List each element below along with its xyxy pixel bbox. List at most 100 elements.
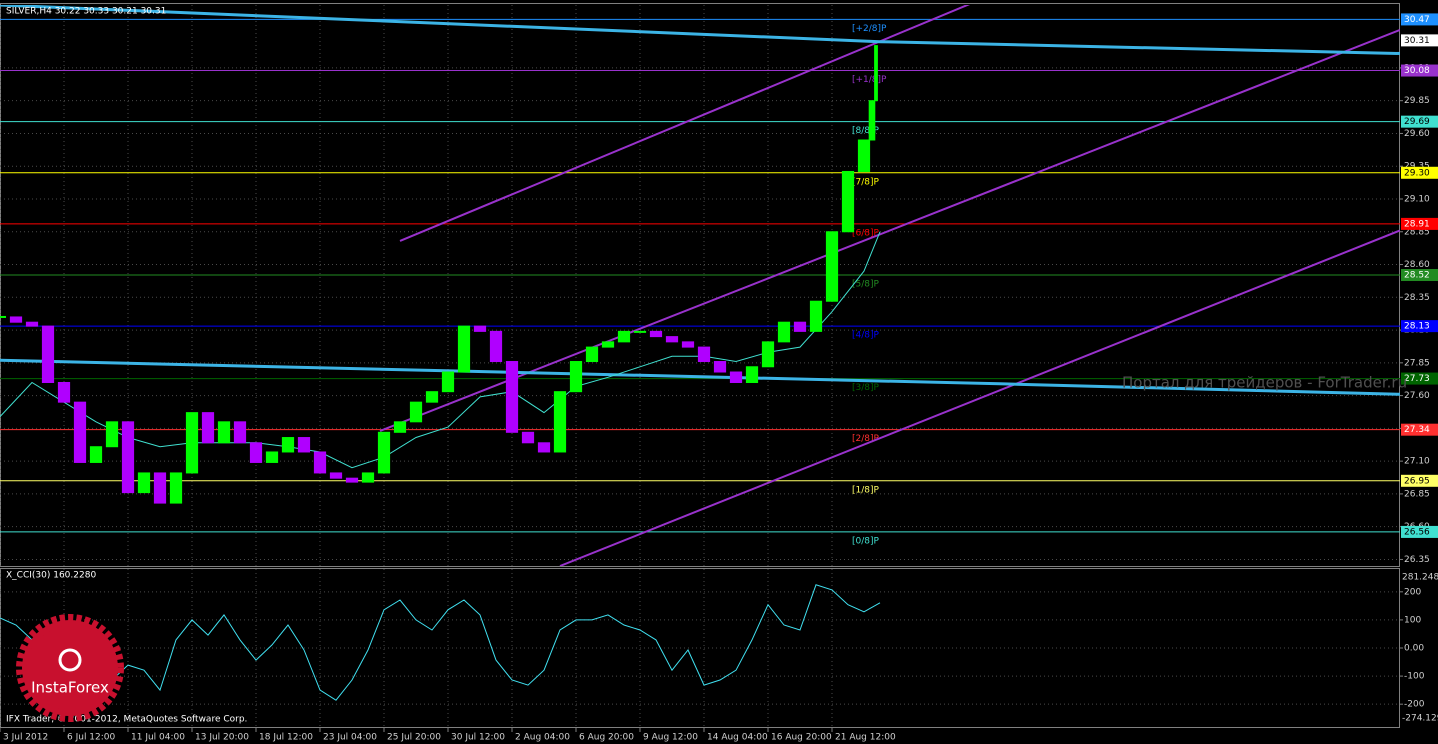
candle	[874, 45, 878, 102]
candle	[617, 330, 631, 343]
candle	[505, 361, 519, 433]
candle	[393, 421, 407, 433]
candle	[377, 431, 391, 474]
murrey-value: 26.56	[1404, 527, 1430, 537]
candle	[553, 391, 567, 453]
murrey-value: 30.47	[1404, 15, 1430, 25]
murrey-label: [+2/8]P	[852, 24, 887, 34]
last-price-box	[1401, 34, 1438, 47]
ylim-max: 281.248	[1402, 573, 1438, 583]
candle	[761, 341, 775, 368]
candle	[457, 325, 471, 373]
candle	[409, 401, 423, 423]
labels: 30.1029.8529.6029.3529.1028.8528.6028.35…	[0, 7, 1438, 743]
candle	[809, 300, 823, 332]
y-tick-label: 27.60	[1404, 391, 1430, 401]
y-tick-label: 100	[1404, 615, 1421, 625]
candle	[665, 336, 679, 343]
candle	[297, 437, 311, 453]
x-tick-label: 25 Jul 20:00	[387, 733, 441, 743]
candle	[361, 472, 375, 483]
candle	[649, 330, 663, 338]
x-tick-label: 6 Jul 12:00	[67, 733, 116, 743]
candle	[681, 341, 695, 348]
y-tick-label: -200	[1404, 700, 1425, 710]
murrey-label: [6/8]P	[852, 228, 880, 238]
candle	[249, 442, 263, 463]
murrey-value: 29.69	[1404, 117, 1430, 127]
x-tick-label: 3 Jul 2012	[3, 733, 48, 743]
x-tick-label: 14 Aug 04:00	[707, 733, 768, 743]
y-tick-label: 26.85	[1404, 489, 1430, 499]
channel-line	[559, 229, 1400, 566]
candle	[585, 346, 599, 363]
murrey-value: 27.34	[1404, 425, 1430, 435]
price-box	[1401, 166, 1438, 179]
y-tick-label: -100	[1404, 672, 1425, 682]
x-tick-label: 23 Jul 04:00	[323, 733, 377, 743]
cci-panel	[0, 584, 881, 701]
murrey-label: [7/8]P	[852, 177, 880, 187]
murrey-label: [+1/8]P	[852, 75, 887, 85]
candle	[345, 477, 359, 483]
candle	[729, 371, 743, 383]
logo: InstaForex	[16, 614, 124, 722]
x-tick-label: 9 Aug 12:00	[643, 733, 698, 743]
logo-icon	[58, 648, 82, 672]
price-box	[1401, 372, 1438, 385]
candle	[793, 321, 807, 332]
murrey-label: [3/8]P	[852, 383, 880, 393]
candle	[265, 451, 279, 463]
murrey-value: 29.30	[1404, 168, 1430, 178]
murrey-label: [5/8]P	[852, 280, 880, 290]
channel-line	[399, 5, 970, 242]
candle	[281, 437, 295, 453]
indicator-title: X_CCI(30) 160.2280	[6, 571, 96, 581]
price-box	[1401, 217, 1438, 230]
candle	[425, 391, 439, 403]
y-tick-label: 29.10	[1404, 194, 1430, 204]
candle	[825, 231, 839, 302]
murrey-label: [8/8]P	[852, 126, 880, 136]
y-tick-label: 29.35	[1404, 162, 1430, 172]
x-tick-label: 13 Jul 20:00	[195, 733, 249, 743]
candle	[185, 412, 199, 474]
murrey-value: 30.08	[1404, 66, 1430, 76]
footer: IFX Trader, © 2001-2012, MetaQuotes Soft…	[6, 715, 247, 725]
candle	[489, 330, 503, 363]
y-tick-label: 200	[1404, 587, 1421, 597]
y-tick-label: 28.60	[1404, 260, 1430, 270]
y-tick-label: 0.00	[1404, 643, 1424, 653]
candle	[313, 451, 327, 474]
ylim-min: -274.129	[1402, 714, 1438, 724]
murrey-label: [4/8]P	[852, 331, 880, 341]
x-tick-label: 6 Aug 20:00	[579, 733, 634, 743]
candle	[841, 170, 855, 233]
y-tick-label: 28.85	[1404, 227, 1430, 237]
price-box	[1401, 13, 1438, 26]
channel-line	[379, 28, 1400, 432]
candle	[41, 325, 55, 383]
murrey-label: [2/8]P	[852, 434, 880, 444]
x-tick-label: 2 Aug 04:00	[515, 733, 570, 743]
y-tick-label: 28.35	[1404, 293, 1430, 303]
candle	[105, 421, 119, 448]
x-tick-label: 16 Aug 20:00	[771, 733, 832, 743]
candle	[777, 321, 791, 343]
price-box	[1401, 115, 1438, 128]
candle	[233, 421, 247, 444]
watermark: Портал для трейдеров - ForTrader.ru	[1122, 374, 1407, 392]
price-box	[1401, 269, 1438, 282]
x-tick-label: 11 Jul 04:00	[131, 733, 185, 743]
indicator-title: SILVER,H4 30.22 30.33 30.21 30.31	[6, 7, 166, 17]
candle	[745, 366, 759, 383]
candle	[868, 100, 876, 141]
candle	[601, 341, 615, 348]
cci-line	[0, 584, 881, 701]
last-price: 30.31	[1404, 36, 1430, 46]
y-tick-label: 29.85	[1404, 96, 1430, 106]
murrey-label: [0/8]P	[852, 536, 880, 546]
candle	[153, 472, 167, 504]
